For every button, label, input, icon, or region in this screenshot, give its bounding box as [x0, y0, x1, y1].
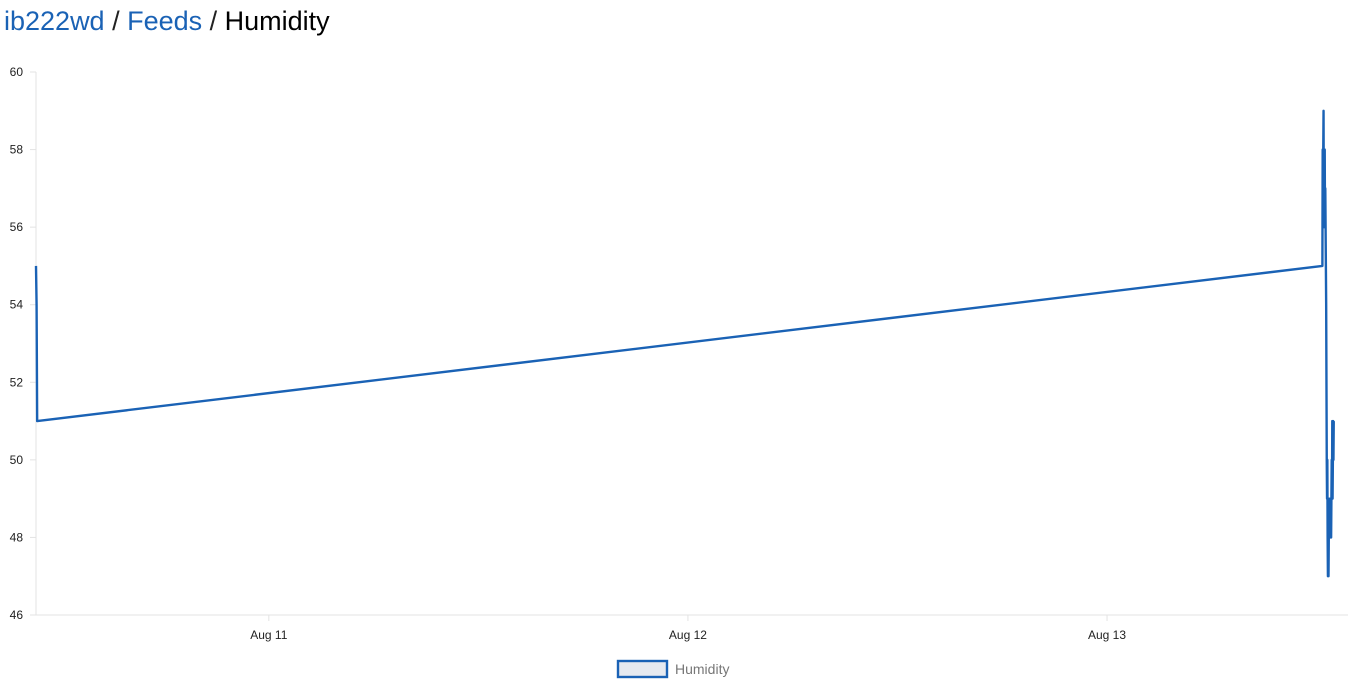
- chart-axes: [35, 72, 1348, 616]
- breadcrumb-user-link[interactable]: ib222wd: [4, 6, 105, 36]
- y-tick-label: 56: [10, 220, 24, 234]
- y-axis-ticks: 60 58 56 54 52 50 48 46: [10, 65, 36, 622]
- y-tick-label: 48: [10, 530, 24, 544]
- x-tick-label: Aug 13: [1088, 628, 1126, 642]
- y-tick-label: 54: [10, 298, 24, 312]
- breadcrumb: ib222wd / Feeds / Humidity: [4, 4, 330, 38]
- series-group: [34, 109, 1335, 578]
- x-axis-ticks: Aug 11 Aug 12 Aug 13: [250, 615, 1126, 642]
- y-tick-label: 50: [10, 453, 24, 467]
- breadcrumb-separator: /: [104, 6, 128, 36]
- x-tick-label: Aug 12: [669, 628, 707, 642]
- y-tick-label: 52: [10, 375, 24, 389]
- series-line-humidity: [34, 109, 1335, 578]
- y-tick-label: 46: [10, 608, 24, 622]
- x-tick-label: Aug 11: [250, 628, 287, 642]
- legend-label: Humidity: [675, 661, 729, 677]
- page-title: Humidity: [224, 6, 330, 36]
- y-tick-label: 58: [10, 143, 24, 157]
- legend-swatch: [616, 659, 669, 679]
- y-tick-label: 60: [10, 65, 24, 79]
- breadcrumb-feeds-link[interactable]: Feeds: [127, 6, 203, 36]
- breadcrumb-separator: /: [202, 6, 225, 36]
- chart-legend[interactable]: Humidity: [616, 659, 729, 679]
